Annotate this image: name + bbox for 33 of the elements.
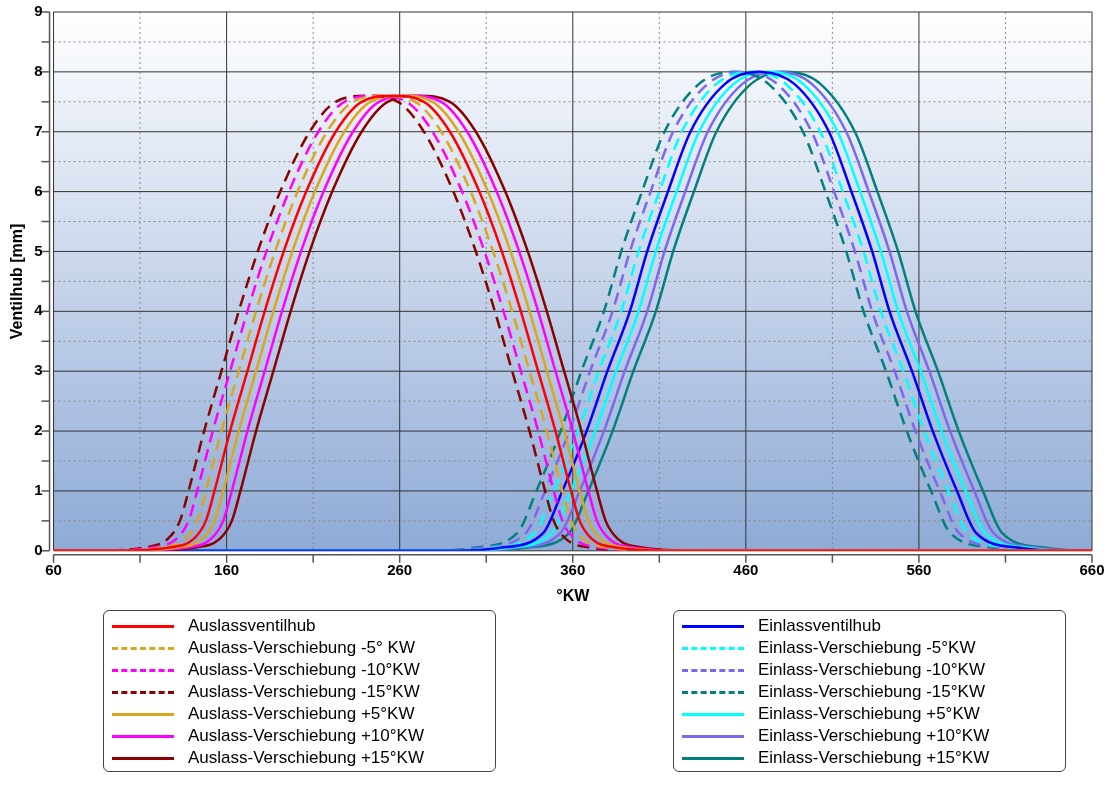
legend-label: Einlass-Verschiebung +10°KW: [758, 726, 990, 746]
y-tick-label: 0: [34, 540, 43, 558]
y-tick-label: 6: [34, 181, 43, 199]
x-tick-label: 560: [906, 560, 932, 578]
x-tick-label: 260: [387, 560, 413, 578]
legend-label: Einlass-Verschiebung +5°KW: [758, 704, 980, 724]
legend-label: Auslass-Verschiebung +15°KW: [188, 748, 424, 768]
legend-label: Einlass-Verschiebung -15°KW: [758, 682, 985, 702]
x-tick-label: 360: [560, 560, 586, 578]
x-tick-label: 660: [1079, 560, 1105, 578]
legend-label: Einlass-Verschiebung -5°KW: [758, 638, 976, 658]
x-tick-label: 60: [45, 560, 62, 578]
legend-label: Einlass-Verschiebung +15°KW: [758, 748, 990, 768]
x-tick-label: 160: [214, 560, 240, 578]
y-tick-label: 7: [34, 121, 43, 139]
y-axis-title: Ventilhub [mm]: [8, 223, 26, 340]
y-tick-label: 3: [34, 361, 43, 379]
y-tick-label: 8: [34, 62, 43, 80]
legend-label: Auslass-Verschiebung +5°KW: [188, 704, 415, 724]
legend-label: Auslass-Verschiebung -15°KW: [188, 682, 420, 702]
legend-label: Auslassventilhub: [188, 616, 316, 636]
y-tick-label: 4: [34, 301, 44, 319]
y-tick-label: 9: [34, 2, 43, 20]
legend-label: Auslass-Verschiebung -5° KW: [188, 638, 415, 658]
x-tick-label: 460: [733, 560, 759, 578]
legend-label: Einlass-Verschiebung -10°KW: [758, 660, 985, 680]
legend-label: Auslass-Verschiebung -10°KW: [188, 660, 420, 680]
legend-label: Einlassventilhub: [758, 616, 881, 636]
y-tick-label: 1: [34, 481, 43, 499]
x-axis-title: °KW: [556, 586, 591, 604]
legend-label: Auslass-Verschiebung +10°KW: [188, 726, 424, 746]
y-tick-label: 5: [34, 241, 43, 259]
y-tick-label: 2: [34, 421, 43, 439]
